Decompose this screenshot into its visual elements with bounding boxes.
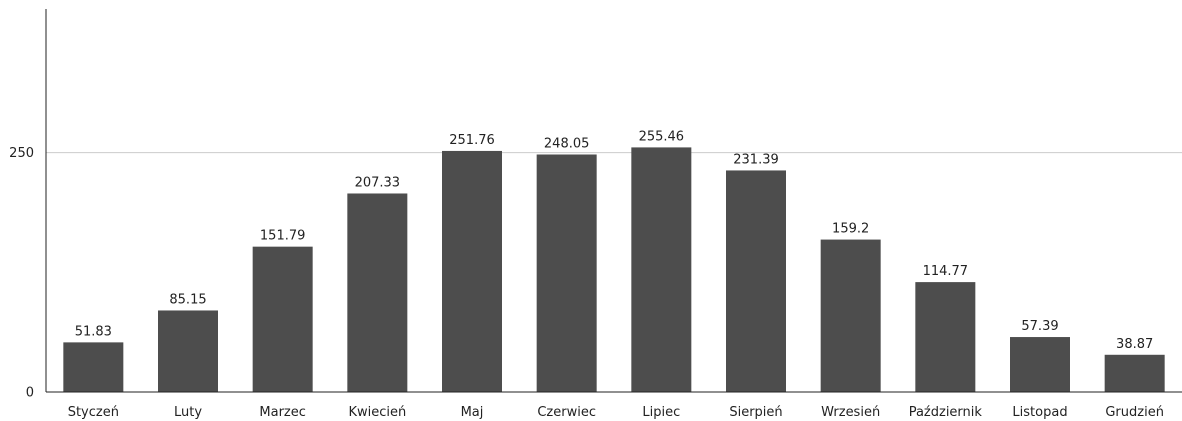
data-label-9: 114.77 [923, 264, 969, 279]
y-tick-label-0: 0 [26, 386, 34, 401]
x-tick-label-9: Październik [909, 405, 983, 420]
data-label-10: 57.39 [1021, 319, 1058, 334]
data-label-3: 207.33 [355, 175, 401, 190]
data-label-5: 248.05 [544, 136, 590, 151]
data-label-8: 159.2 [832, 222, 869, 237]
data-label-4: 251.76 [449, 133, 495, 148]
bar-1 [158, 310, 218, 392]
x-tick-label-1: Luty [174, 405, 202, 420]
x-tick-label-11: Grudzień [1105, 405, 1164, 420]
data-label-11: 38.87 [1116, 337, 1153, 352]
x-tick-label-5: Czerwiec [537, 405, 596, 420]
labels-layer: 0 250 51.83 Styczeń 85.15 Luty 151.79 Marzec 207… [9, 129, 1164, 420]
x-tick-label-6: Lipiec [642, 405, 680, 420]
x-tick-label-2: Marzec [259, 405, 306, 420]
x-tick-label-8: Wrzesień [821, 405, 880, 420]
data-label-6: 255.46 [639, 129, 685, 144]
bar-10 [1010, 337, 1070, 392]
bar-0 [63, 342, 124, 392]
bar-2 [252, 246, 313, 392]
x-tick-label-10: Listopad [1012, 405, 1067, 420]
data-label-7: 231.39 [733, 152, 779, 167]
y-tick-label-1: 250 [9, 146, 34, 161]
x-tick-label-7: Sierpień [729, 405, 782, 420]
x-tick-label-4: Maj [461, 405, 484, 420]
x-tick-label-3: Kwiecień [348, 405, 406, 420]
bar-8 [820, 239, 881, 392]
bar-4 [442, 150, 502, 392]
bar-5 [536, 154, 597, 392]
bar-9 [915, 282, 976, 392]
bar-3 [347, 193, 408, 392]
bar-11 [1104, 354, 1165, 392]
data-label-1: 85.15 [169, 292, 206, 307]
bar-7 [726, 170, 786, 392]
x-tick-label-0: Styczeń [68, 405, 119, 420]
data-label-0: 51.83 [75, 324, 112, 339]
bar-6 [631, 147, 692, 392]
data-label-2: 151.79 [260, 229, 306, 244]
bars-layer [63, 147, 1165, 392]
